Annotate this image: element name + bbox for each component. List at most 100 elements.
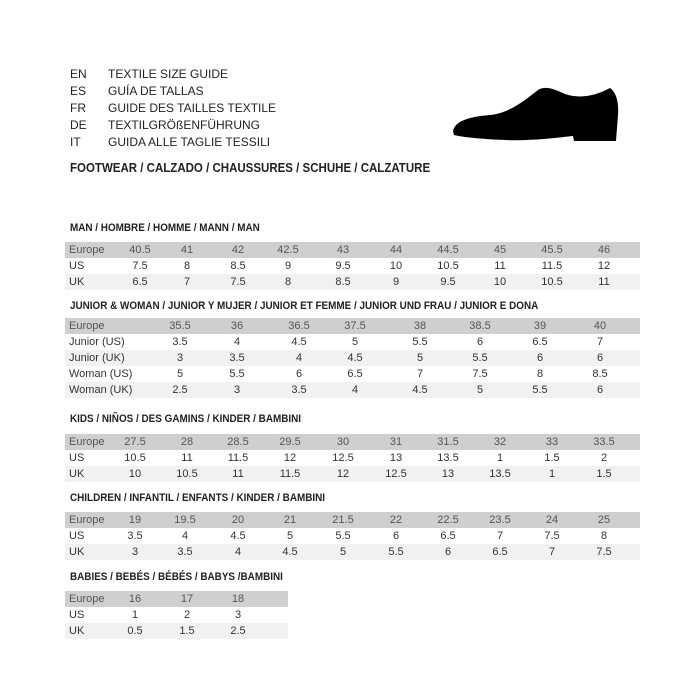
- size-cell: 5: [416, 352, 424, 364]
- size-cell: 6.5: [492, 546, 508, 558]
- size-cell: 18: [231, 593, 245, 605]
- size-cell: 11: [181, 452, 193, 464]
- size-cell: 7: [416, 368, 424, 380]
- size-table: Europe 35.5 36 36.5 37.5 38 38.5 39 40 Junior (US…: [65, 318, 640, 398]
- size-cell: 8: [284, 276, 292, 288]
- size-table-title: JUNIOR & WOMAN / JUNIOR Y MUJER / JUNIOR…: [70, 300, 539, 312]
- table-row: US 7.5 8 8.5 9 9.5 10 10.5 11 11.5 12: [65, 258, 640, 274]
- table-header-row: Europe 16 17 18: [65, 591, 288, 607]
- size-cell: 4: [234, 546, 242, 558]
- lang-text: GUIDA ALLE TAGLIE TESSILI: [108, 135, 271, 149]
- size-cell: 8.5: [335, 276, 351, 288]
- size-cell: 38.5: [469, 320, 491, 332]
- table-row: UK 6.5 7 7.5 8 8.5 9 9.5 10 10.5 11: [65, 274, 640, 290]
- row-label: Woman (UK): [69, 384, 133, 396]
- size-cell: 39: [533, 320, 547, 332]
- size-cell: 44: [389, 244, 403, 256]
- size-cell: 5.5: [388, 546, 404, 558]
- size-table: Europe 16 17 18 US 1 2 3 UK 0.5 1.5 2.5: [65, 591, 288, 639]
- size-cell: 5: [176, 368, 184, 380]
- size-cell: 9.5: [440, 276, 456, 288]
- size-cell: 11: [232, 468, 244, 480]
- size-cell: 4: [295, 352, 303, 364]
- size-cell: 4: [351, 384, 359, 396]
- size-cell: 7.5: [472, 368, 488, 380]
- size-cell: 44.5: [437, 244, 459, 256]
- size-cell: 6.5: [132, 276, 148, 288]
- size-table-title: KIDS / NIÑOS / DES GAMINS / KINDER / BAM…: [70, 413, 302, 425]
- row-label: Europe: [69, 320, 105, 332]
- size-cell: 42.5: [277, 244, 299, 256]
- size-cell: 33.5: [593, 436, 615, 448]
- size-cell: 4.5: [282, 546, 298, 558]
- size-cell: 5.5: [335, 530, 351, 542]
- lang-code: FR: [70, 101, 86, 115]
- size-cell: 13.5: [437, 452, 459, 464]
- size-cell: 36: [230, 320, 244, 332]
- size-cell: 19.5: [174, 514, 196, 526]
- table-header-row: Europe 19 19.5 20 21 21.5 22 22.5 23.5 24 25: [65, 512, 640, 528]
- size-cell: 3: [176, 352, 184, 364]
- size-cell: 7.5: [230, 276, 246, 288]
- size-cell: 27.5: [124, 436, 146, 448]
- table-header-row: Europe 40.5 41 42 42.5 43 44 44.5 45 45.5 46: [65, 242, 640, 258]
- language-line: DE TEXTILGRÖßENFÜHRUNG: [70, 117, 276, 134]
- lang-text: GUIDE DES TAILLES TEXTILE: [108, 101, 277, 115]
- size-cell: 3: [131, 546, 139, 558]
- size-table-title: CHILDREN / INFANTIL / ENFANTS / KINDER /…: [70, 492, 326, 504]
- size-cell: 24: [545, 514, 559, 526]
- size-cell: 1.5: [544, 452, 560, 464]
- lang-text: TEXTILGRÖßENFÜHRUNG: [108, 118, 261, 132]
- size-cell: 13.5: [489, 468, 511, 480]
- size-cell: 5: [476, 384, 484, 396]
- size-cell: 42: [231, 244, 245, 256]
- size-cell: 31: [389, 436, 403, 448]
- size-cell: 8: [536, 368, 544, 380]
- language-line: IT GUIDA ALLE TAGLIE TESSILI: [70, 134, 276, 151]
- row-label: Europe: [69, 514, 105, 526]
- size-cell: 25: [597, 514, 611, 526]
- size-cell: 23.5: [489, 514, 511, 526]
- size-cell: 4.5: [291, 336, 307, 348]
- size-table: Europe 27.5 28 28.5 29.5 30 31 31.5 32 33 33.5 US 10…: [65, 434, 640, 482]
- size-cell: 6.5: [532, 336, 548, 348]
- size-cell: 6.5: [347, 368, 363, 380]
- size-cell: 5.5: [412, 336, 428, 348]
- size-cell: 38: [413, 320, 427, 332]
- row-label: UK: [69, 276, 85, 288]
- size-cell: 41: [180, 244, 194, 256]
- size-cell: 4: [233, 336, 241, 348]
- size-cell: 7: [183, 276, 191, 288]
- size-cell: 11: [494, 260, 506, 272]
- table-row: US 1 2 3: [65, 607, 288, 623]
- row-label: US: [69, 260, 85, 272]
- row-label: Junior (US): [69, 336, 125, 348]
- size-cell: 4.5: [347, 352, 363, 364]
- lang-code: EN: [70, 67, 87, 81]
- size-cell: 5.5: [472, 352, 488, 364]
- size-table: Europe 19 19.5 20 21 21.5 22 22.5 23.5 24 25 US 3.5 4…: [65, 512, 640, 560]
- size-cell: 3.5: [127, 530, 143, 542]
- size-cell: 6: [295, 368, 303, 380]
- size-cell: 30: [336, 436, 350, 448]
- size-cell: 7.5: [596, 546, 612, 558]
- size-table-title: BABIES / BEBÉS / BÉBÉS / BABYS /BAMBINI: [70, 571, 283, 583]
- table-row: UK 0.5 1.5 2.5: [65, 623, 288, 639]
- size-cell: 13: [389, 452, 403, 464]
- size-cell: 5.5: [532, 384, 548, 396]
- size-cell: 11.5: [541, 260, 563, 272]
- row-label: UK: [69, 468, 85, 480]
- size-cell: 21.5: [332, 514, 354, 526]
- size-cell: 35.5: [169, 320, 191, 332]
- size-cell: 6: [596, 384, 604, 396]
- table-row: UK 10 10.5 11 11.5 12 12.5 13 13.5 1 1.5: [65, 466, 640, 482]
- size-cell: 8: [600, 530, 608, 542]
- size-cell: 6: [392, 530, 400, 542]
- size-cell: 2: [600, 452, 608, 464]
- size-table-title: MAN / HOMBRE / HOMME / MANN / MAN: [70, 222, 260, 234]
- size-cell: 6: [536, 352, 544, 364]
- lang-code: ES: [70, 84, 87, 98]
- size-cell: 10: [389, 260, 403, 272]
- size-cell: 5: [339, 546, 347, 558]
- size-cell: 8.5: [592, 368, 608, 380]
